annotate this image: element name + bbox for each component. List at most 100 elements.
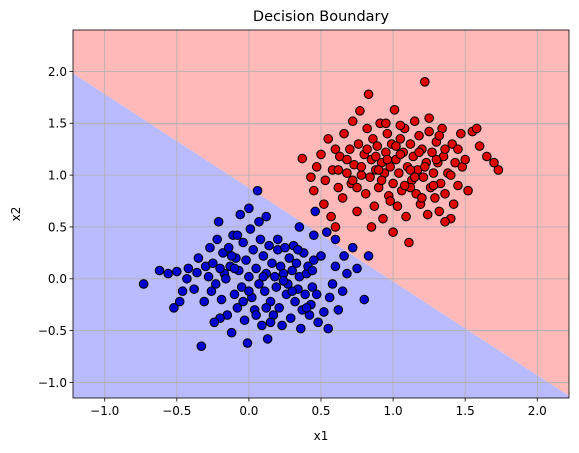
data-point-red bbox=[440, 144, 450, 155]
data-point-red bbox=[356, 162, 367, 172]
data-point-red bbox=[440, 216, 450, 227]
data-point-blue bbox=[301, 303, 312, 313]
data-point-red bbox=[381, 118, 391, 129]
x-axis-label: x1 bbox=[314, 429, 329, 443]
data-point-red bbox=[372, 141, 383, 151]
data-point-red bbox=[493, 165, 504, 175]
data-point-red bbox=[333, 182, 344, 193]
data-point-blue bbox=[327, 279, 338, 289]
chart-title: Decision Boundary bbox=[253, 9, 390, 25]
data-point-blue bbox=[189, 284, 199, 294]
data-point-red bbox=[382, 128, 393, 139]
data-point-blue bbox=[208, 258, 218, 269]
data-point-red bbox=[363, 89, 374, 100]
data-point-red bbox=[453, 144, 463, 155]
data-point-red bbox=[394, 168, 404, 178]
data-point-blue bbox=[229, 289, 240, 300]
data-point-red bbox=[378, 213, 388, 224]
data-point-red bbox=[389, 105, 400, 115]
data-point-red bbox=[463, 185, 473, 196]
data-point-red bbox=[347, 175, 358, 186]
data-point-red bbox=[308, 185, 319, 196]
data-point-red bbox=[316, 149, 326, 160]
data-point-blue bbox=[244, 203, 254, 214]
x-tick-label: 1.5 bbox=[456, 404, 475, 418]
data-point-red bbox=[434, 130, 445, 141]
data-point-blue bbox=[290, 296, 300, 307]
data-point-blue bbox=[307, 265, 318, 276]
data-point-blue bbox=[363, 251, 374, 261]
data-point-blue bbox=[270, 271, 280, 282]
data-point-red bbox=[404, 237, 414, 248]
data-point-blue bbox=[272, 234, 283, 245]
data-point-red bbox=[424, 113, 434, 123]
data-point-red bbox=[420, 77, 430, 87]
data-point-red bbox=[422, 209, 433, 220]
data-point-red bbox=[388, 178, 398, 189]
data-point-blue bbox=[280, 242, 290, 253]
data-point-red bbox=[330, 144, 341, 155]
data-point-blue bbox=[323, 323, 334, 334]
data-point-red bbox=[353, 139, 364, 149]
data-point-blue bbox=[248, 244, 259, 255]
data-point-blue bbox=[347, 242, 358, 253]
data-point-blue bbox=[221, 273, 231, 284]
x-tick-label: 2.0 bbox=[528, 404, 547, 418]
data-point-blue bbox=[182, 273, 192, 284]
data-point-blue bbox=[284, 253, 295, 263]
data-point-red bbox=[417, 193, 427, 203]
data-point-blue bbox=[183, 263, 194, 274]
data-point-blue bbox=[203, 271, 214, 282]
data-point-blue bbox=[291, 258, 302, 269]
data-point-red bbox=[482, 151, 492, 162]
data-point-red bbox=[399, 180, 410, 191]
x-tick-label: 0.5 bbox=[311, 404, 330, 418]
data-point-blue bbox=[193, 253, 204, 263]
data-point-red bbox=[347, 116, 358, 127]
y-tick-label: 1.0 bbox=[48, 168, 67, 182]
data-point-blue bbox=[259, 286, 270, 297]
data-point-blue bbox=[163, 268, 173, 279]
data-point-blue bbox=[265, 317, 276, 328]
data-point-red bbox=[409, 172, 420, 182]
data-point-blue bbox=[138, 279, 149, 289]
data-point-blue bbox=[339, 251, 349, 261]
data-point-red bbox=[319, 199, 329, 209]
data-point-blue bbox=[310, 206, 321, 217]
data-point-blue bbox=[242, 338, 253, 348]
data-point-blue bbox=[287, 265, 297, 276]
data-point-red bbox=[424, 126, 434, 137]
data-point-blue bbox=[212, 234, 222, 245]
data-point-red bbox=[431, 154, 442, 165]
data-point-blue bbox=[294, 222, 305, 232]
data-point-blue bbox=[239, 315, 250, 326]
data-point-red bbox=[355, 106, 365, 116]
data-point-blue bbox=[245, 224, 256, 234]
y-tick-label: 0.0 bbox=[48, 272, 67, 286]
data-point-blue bbox=[324, 292, 335, 303]
data-point-red bbox=[450, 157, 460, 168]
x-tick-label: 0.0 bbox=[239, 404, 258, 418]
data-point-blue bbox=[232, 230, 243, 241]
data-point-red bbox=[362, 123, 372, 134]
data-point-blue bbox=[308, 230, 319, 241]
data-point-red bbox=[428, 180, 439, 191]
data-point-red bbox=[395, 120, 406, 131]
data-point-red bbox=[392, 201, 403, 212]
data-point-red bbox=[323, 134, 334, 144]
data-point-red bbox=[337, 193, 348, 203]
data-point-blue bbox=[296, 323, 306, 334]
data-point-blue bbox=[277, 320, 287, 331]
data-point-blue bbox=[261, 211, 272, 222]
data-point-blue bbox=[206, 286, 217, 297]
data-point-red bbox=[297, 153, 308, 164]
data-point-blue bbox=[257, 320, 267, 331]
data-point-red bbox=[320, 175, 331, 186]
data-point-blue bbox=[238, 237, 248, 248]
data-point-red bbox=[405, 139, 416, 149]
data-point-blue bbox=[319, 307, 329, 317]
data-point-blue bbox=[216, 294, 227, 305]
data-point-blue bbox=[252, 185, 263, 196]
data-point-blue bbox=[271, 282, 282, 292]
